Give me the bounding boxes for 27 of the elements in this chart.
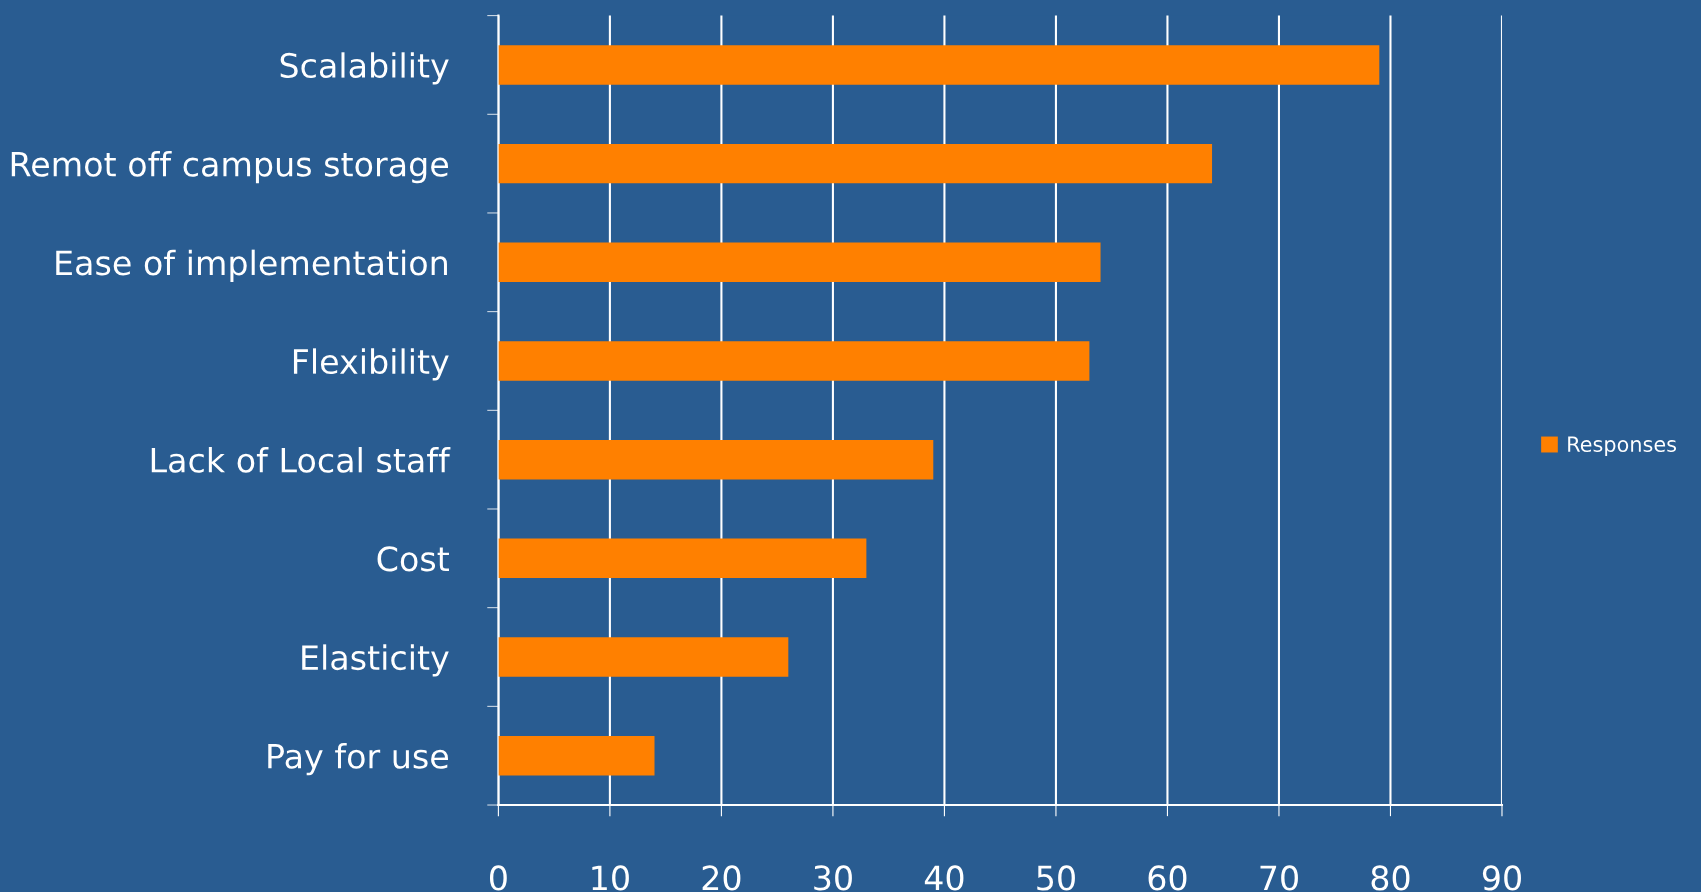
- bar: [498, 637, 789, 677]
- x-tick-label: 0: [489, 865, 507, 891]
- x-tick-label: 10: [592, 865, 629, 891]
- x-tick-label: 80: [1371, 865, 1410, 891]
- legend-label: Responses: [1568, 436, 1677, 457]
- y-tick-label: Cost: [377, 546, 449, 572]
- bar: [498, 735, 655, 776]
- y-tick-label: Pay for use: [268, 743, 449, 776]
- x-tick-label: 60: [1148, 865, 1187, 891]
- bar: [498, 439, 934, 480]
- x-tick-label: 70: [1260, 865, 1298, 891]
- bar: [498, 45, 1380, 85]
- y-tick-label: Lack of Local staff: [151, 446, 451, 473]
- y-tick-label: Flexibility: [293, 348, 449, 381]
- bar: [498, 341, 1090, 381]
- bar: [498, 143, 1213, 184]
- x-tick-label: 50: [1037, 865, 1075, 891]
- x-tick-label: 30: [814, 865, 852, 891]
- x-tick-label: 90: [1482, 865, 1521, 891]
- bar: [498, 242, 1101, 283]
- x-tick-label: 20: [702, 865, 741, 891]
- y-tick-label: Ease of implementation: [56, 249, 447, 282]
- bar: [498, 538, 867, 579]
- y-tick-label: Remot off campus storage: [11, 150, 449, 184]
- x-tick-label: 40: [924, 865, 964, 891]
- y-tick-label: Elasticity: [302, 644, 449, 677]
- y-tick-label: Scalability: [280, 52, 449, 85]
